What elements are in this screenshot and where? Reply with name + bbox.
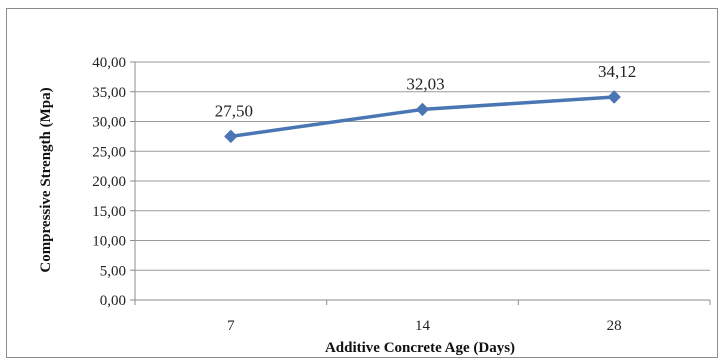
y-axis-title: Compressive Strength (Mpa) bbox=[38, 87, 54, 272]
gridlines bbox=[130, 61, 711, 305]
x-tick-labels: 7 14 28 bbox=[227, 318, 622, 334]
x-tick-label: 7 bbox=[227, 318, 235, 334]
y-tick-label: 20,00 bbox=[92, 174, 126, 190]
series-markers bbox=[224, 90, 621, 144]
y-tick-label: 0,00 bbox=[100, 293, 126, 309]
data-label: 34,12 bbox=[598, 62, 636, 81]
data-labels: 27,50 32,03 34,12 bbox=[215, 62, 637, 120]
data-point-marker bbox=[224, 129, 238, 144]
data-point-marker bbox=[415, 102, 430, 117]
data-label: 32,03 bbox=[406, 74, 444, 93]
y-tick-label: 35,00 bbox=[92, 85, 126, 101]
y-tick-label: 5,00 bbox=[100, 263, 126, 279]
y-tick-label: 10,00 bbox=[92, 234, 126, 250]
x-tick-label: 28 bbox=[607, 318, 622, 334]
x-axis-title: Additive Concrete Age (Days) bbox=[325, 340, 515, 356]
data-point-marker bbox=[607, 90, 621, 104]
y-tick-labels: 0,00 5,00 10,00 15,00 20,00 25,00 30,00 35,00 40… bbox=[92, 55, 126, 309]
y-tick-label: 25,00 bbox=[92, 144, 126, 160]
y-tick-label: 40,00 bbox=[92, 55, 126, 71]
x-tick-label: 14 bbox=[415, 318, 431, 334]
y-tick-label: 15,00 bbox=[92, 204, 126, 220]
y-tick-label: 30,00 bbox=[92, 115, 126, 131]
data-label: 27,50 bbox=[215, 101, 253, 120]
